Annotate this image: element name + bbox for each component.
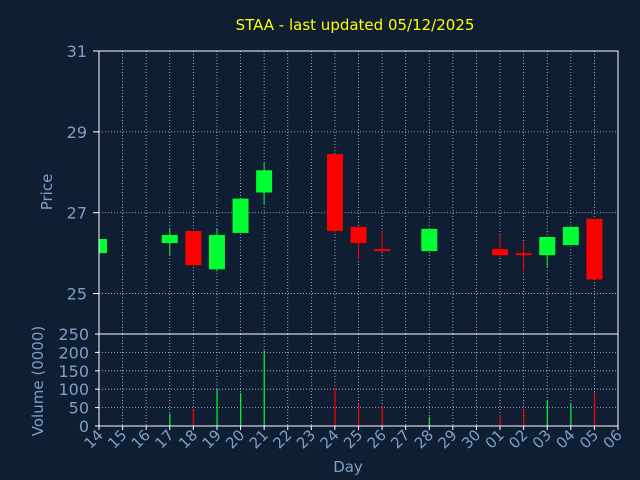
volume-bar bbox=[570, 403, 572, 426]
x-tick-label: 01 bbox=[482, 426, 508, 452]
x-tick-label: 02 bbox=[505, 426, 531, 452]
candle-body bbox=[586, 218, 603, 280]
volume-bar bbox=[263, 350, 265, 426]
volume-bar bbox=[216, 389, 218, 426]
candle-body bbox=[515, 253, 532, 256]
x-axis-label: Day bbox=[333, 458, 363, 476]
x-tick-label: 28 bbox=[411, 426, 437, 452]
volume-bar bbox=[499, 414, 501, 426]
x-tick-label: 20 bbox=[222, 426, 248, 452]
candle-body bbox=[421, 228, 438, 252]
x-tick-label: 22 bbox=[269, 426, 295, 452]
volume-bar bbox=[192, 409, 195, 426]
volume-tick-label: 50 bbox=[69, 399, 89, 418]
x-tick-label: 03 bbox=[529, 426, 555, 452]
x-tick-label: 25 bbox=[340, 426, 366, 452]
plot-frames bbox=[93, 50, 619, 430]
candle-body bbox=[492, 249, 509, 256]
volume-bar bbox=[546, 400, 548, 426]
x-tick-label: 26 bbox=[364, 426, 390, 452]
price-tick-label: 25 bbox=[67, 285, 87, 304]
candle-body bbox=[208, 234, 225, 270]
volume-bar bbox=[169, 413, 171, 426]
volume-bar bbox=[381, 405, 383, 426]
price-tick-label: 29 bbox=[67, 123, 87, 142]
x-tick-label: 30 bbox=[458, 426, 484, 452]
x-tick-label: 04 bbox=[552, 426, 578, 452]
x-tick-label: 29 bbox=[434, 426, 460, 452]
volume-bar bbox=[593, 392, 596, 426]
x-tick-label: 19 bbox=[199, 426, 225, 452]
x-tick-label: 06 bbox=[600, 426, 626, 452]
x-tick-label: 23 bbox=[293, 426, 319, 452]
volume-tick-label: 0 bbox=[79, 417, 89, 436]
volume-tick-label: 250 bbox=[58, 325, 89, 344]
candle-body bbox=[562, 226, 579, 246]
x-tick-label: 15 bbox=[104, 426, 130, 452]
volume-tick-label: 200 bbox=[58, 343, 89, 362]
x-tick-label: 21 bbox=[246, 426, 272, 452]
candle-body bbox=[350, 226, 367, 244]
price-candles bbox=[98, 154, 603, 280]
volume-bar bbox=[523, 409, 525, 426]
volume-axis-label: Volume (0000) bbox=[29, 326, 47, 436]
price-tick-label: 31 bbox=[67, 42, 87, 61]
volume-bar bbox=[334, 387, 336, 426]
volume-bars bbox=[98, 350, 596, 426]
price-axis-label: Price bbox=[38, 174, 56, 211]
candle-body bbox=[256, 170, 273, 193]
volume-bar bbox=[240, 392, 242, 426]
x-tick-label: 17 bbox=[151, 426, 177, 452]
volume-tick-label: 100 bbox=[58, 380, 89, 399]
candle-body bbox=[161, 234, 178, 244]
candle-body bbox=[539, 236, 556, 256]
candle-body bbox=[99, 238, 107, 254]
candle-body bbox=[326, 154, 343, 231]
chart-title: STAA - last updated 05/12/2025 bbox=[236, 16, 475, 34]
grid-layer bbox=[99, 51, 618, 426]
volume-tick-label: 150 bbox=[58, 362, 89, 381]
x-tick-label: 24 bbox=[317, 426, 343, 452]
candle-body bbox=[185, 230, 202, 266]
x-tick-label: 18 bbox=[175, 426, 201, 452]
candle-body bbox=[232, 198, 249, 233]
x-tick-label: 05 bbox=[576, 426, 602, 452]
x-tick-label: 27 bbox=[387, 426, 413, 452]
chart-labels: STAA - last updated 05/12/2025 Price Vol… bbox=[29, 16, 626, 476]
x-tick-label: 16 bbox=[128, 426, 154, 452]
volume-bar bbox=[358, 403, 360, 426]
volume-bar bbox=[428, 416, 430, 426]
candle-body bbox=[374, 249, 391, 252]
price-tick-label: 27 bbox=[67, 204, 87, 223]
